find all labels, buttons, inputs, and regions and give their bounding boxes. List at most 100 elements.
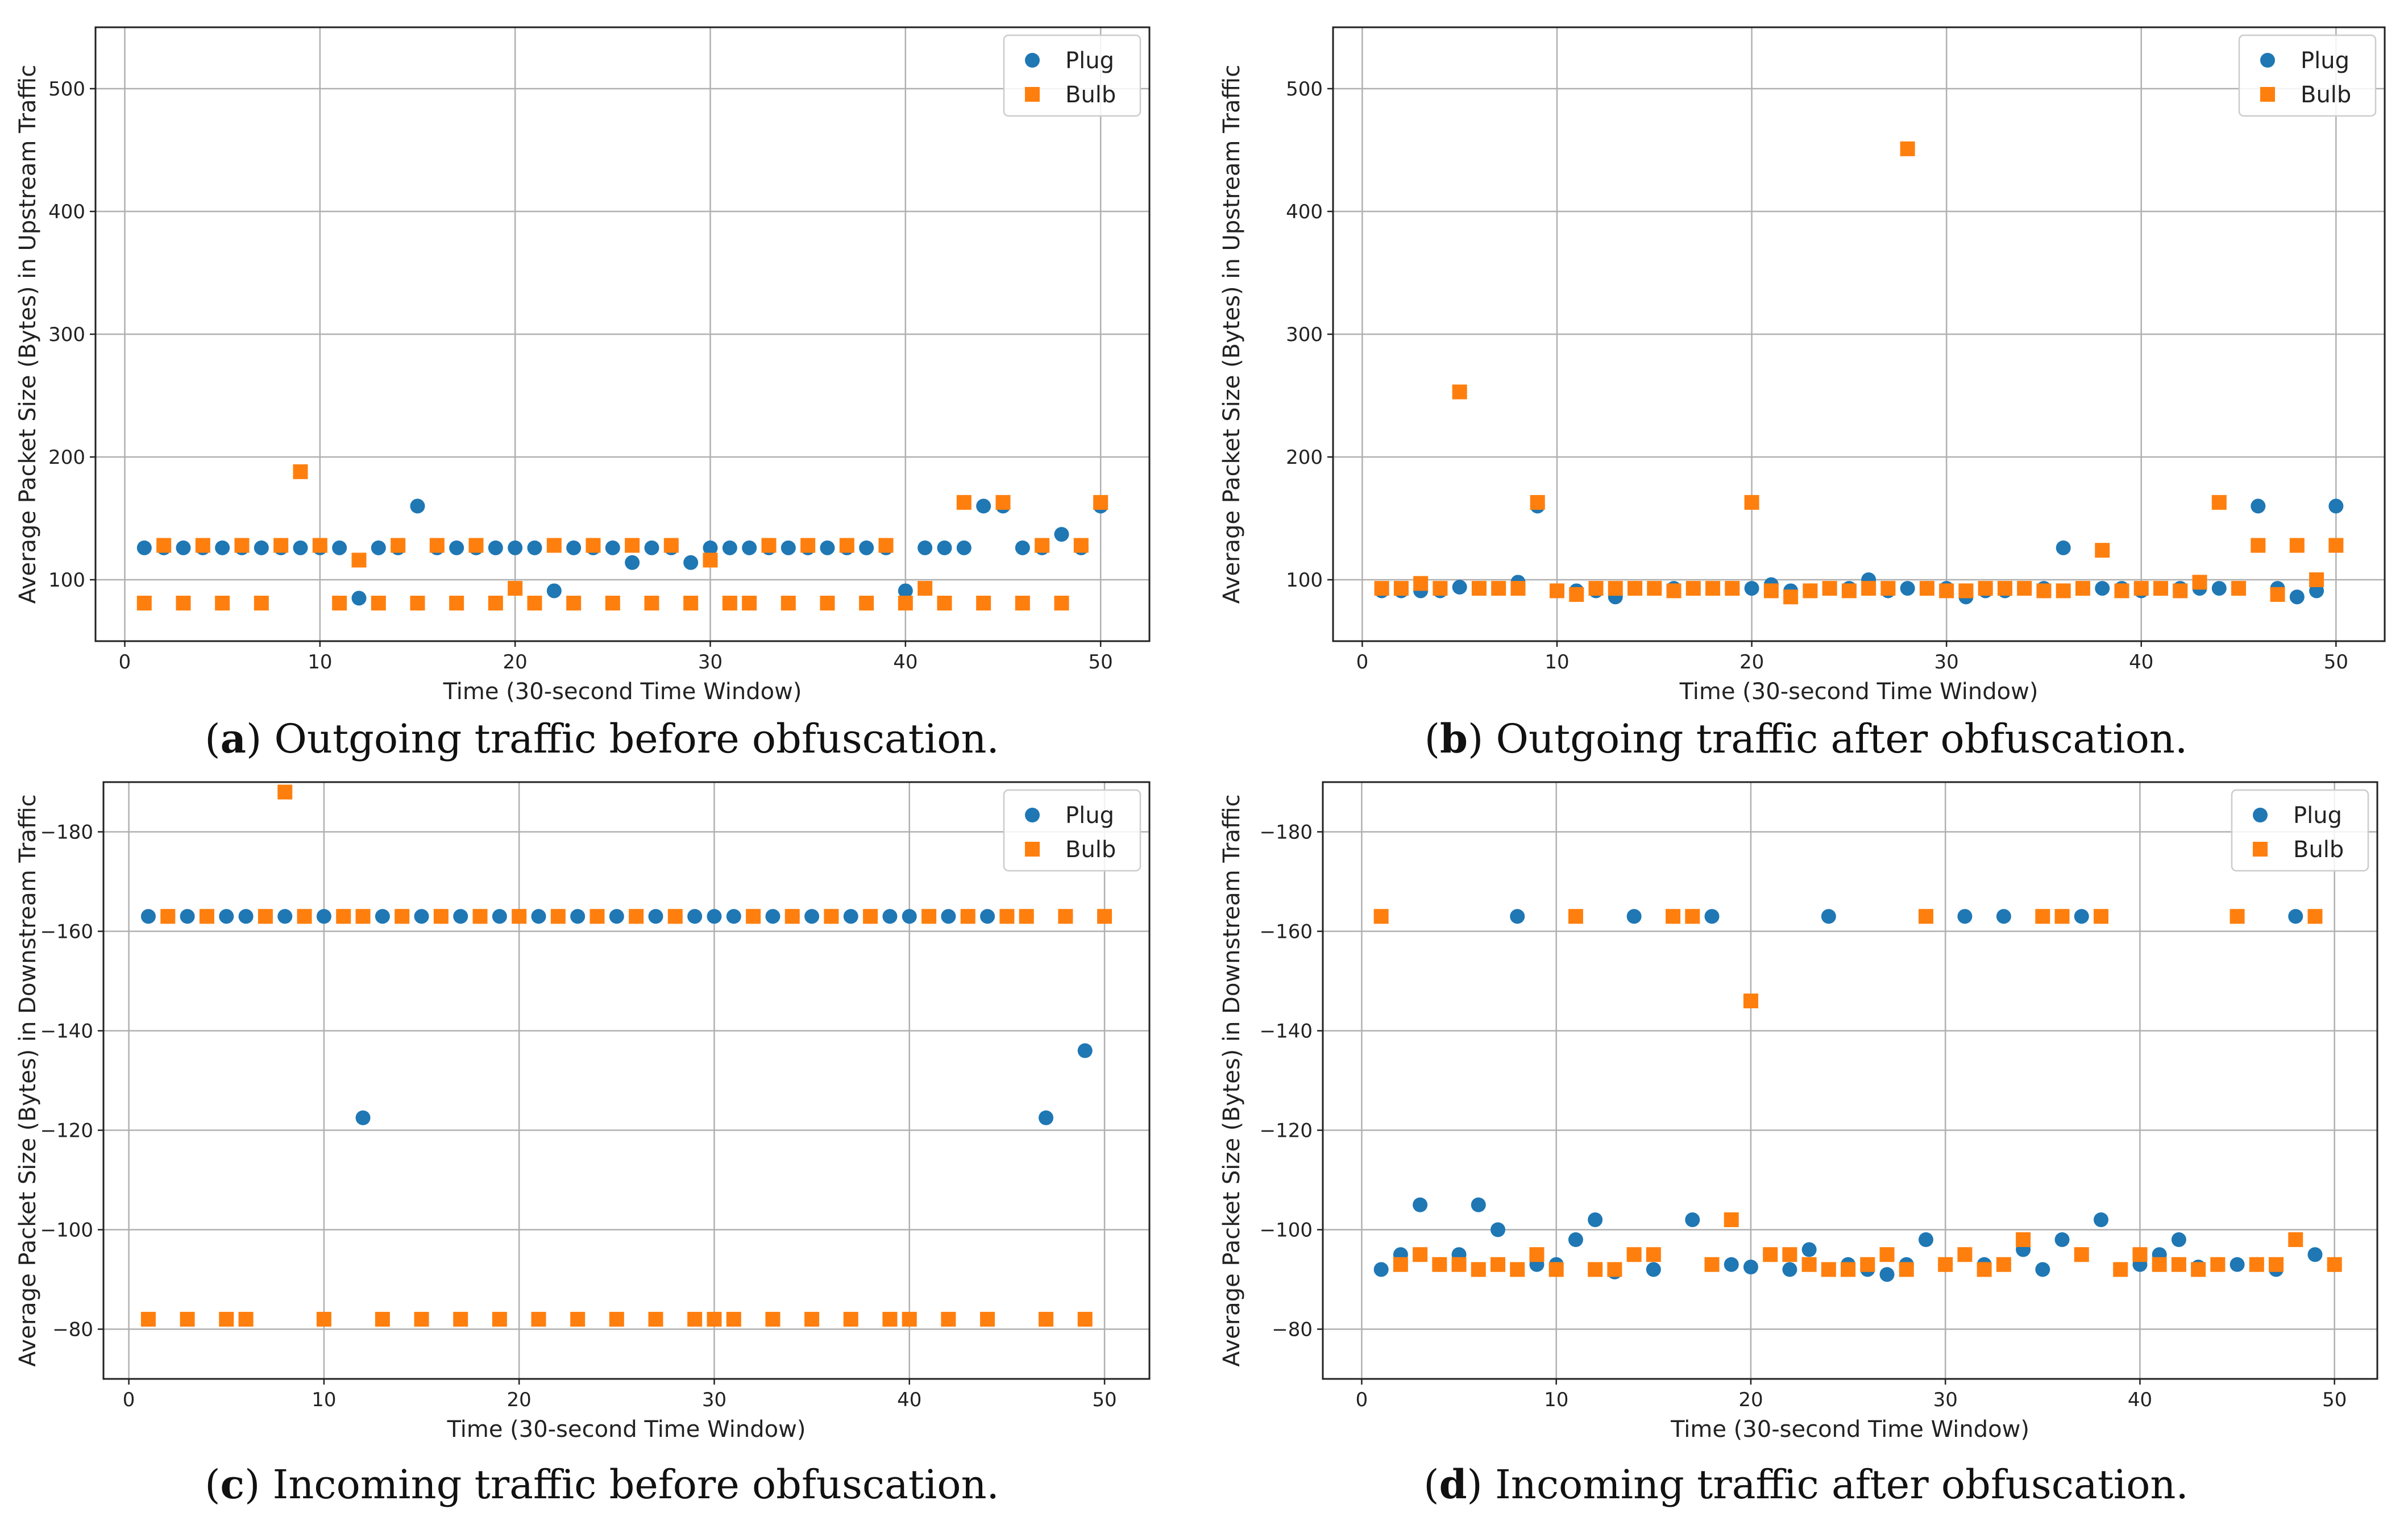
plug-point [1077, 1043, 1093, 1058]
bulb-point [1491, 1257, 1506, 1272]
bulb-point [492, 1312, 507, 1327]
bulb-point [1374, 581, 1389, 596]
bulb-point [508, 581, 523, 596]
plug-point [859, 540, 874, 555]
plug-point [2288, 909, 2303, 924]
bulb-point [391, 538, 406, 553]
bulb-point [180, 1312, 195, 1327]
x-tick-label: 10 [1544, 1389, 1568, 1411]
plug-point [180, 909, 195, 924]
bulb-point [1743, 994, 1758, 1008]
bulb-point [976, 596, 991, 611]
bulb-point [1628, 581, 1643, 596]
legend: Plug Bulb [2231, 789, 2369, 872]
plug-point [609, 909, 624, 924]
bulb-point [1530, 494, 1545, 510]
bulb-point [999, 909, 1015, 924]
bulb-point [1373, 909, 1389, 924]
bulb-point [1685, 581, 1701, 596]
bulb-point [800, 538, 816, 553]
plug-point [687, 909, 703, 924]
bulb-point [2132, 1247, 2148, 1262]
legend-label: Bulb [1065, 837, 1116, 863]
bulb-point [1093, 494, 1108, 510]
plug-point [703, 540, 718, 555]
bulb-point [765, 1312, 780, 1327]
bulb-point [2192, 575, 2207, 590]
plot-frame [1322, 781, 2378, 1380]
bulb-point [956, 494, 971, 510]
bulb-point [1608, 581, 1623, 596]
plug-point [843, 909, 858, 924]
plug-point [648, 909, 663, 924]
plug-point [277, 909, 293, 924]
bulb-point [843, 1312, 858, 1327]
y-axis-label: Average Packet Size (Bytes) in Downstrea… [15, 794, 41, 1366]
bulb-point [273, 538, 289, 553]
bulb-point [472, 909, 488, 924]
bulb-point [1035, 538, 1050, 553]
x-tick-label: 20 [1738, 1389, 1763, 1411]
bulb-point [648, 1312, 663, 1327]
legend-plug-marker [1025, 808, 1040, 822]
bulb-point [566, 596, 582, 611]
bulb-point [1879, 1247, 1895, 1262]
x-axis-label: Time (30-second Time Window) [443, 679, 802, 705]
plug-point [780, 540, 796, 555]
bulb-point [1996, 1257, 2011, 1272]
bulb-point [215, 596, 230, 611]
bulb-point [1763, 583, 1779, 599]
bulb-point [258, 909, 273, 924]
x-tick-label: 30 [1933, 1389, 1958, 1411]
ticks: 0 10 20 30 40 50 100 200 300 400 500 [1286, 78, 2348, 674]
x-tick-label: 20 [503, 651, 528, 674]
bulb-point [1782, 1247, 1797, 1262]
x-axis-label: Time (30-second Time Window) [1679, 679, 2039, 705]
bulb-point [527, 596, 542, 611]
y-tick-label: 300 [48, 323, 85, 346]
legend-label: Bulb [1065, 82, 1116, 108]
x-tick-label: 30 [698, 651, 723, 674]
x-tick-label: 0 [123, 1389, 135, 1411]
y-tick-label: 400 [1286, 201, 1323, 223]
plug-point [980, 909, 995, 924]
bulb-point [1097, 909, 1112, 924]
bulb-point [1607, 1262, 1622, 1277]
plug-point [683, 555, 699, 570]
y-tick-label: 300 [1286, 323, 1323, 346]
legend: Plug Bulb [1003, 34, 1141, 117]
plug-point [765, 909, 780, 924]
grid [1333, 27, 2385, 641]
caption-c: (c) Incoming traffic before obfuscation. [205, 1461, 999, 1508]
plug-point [410, 498, 425, 514]
y-tick-label: 200 [1286, 446, 1323, 469]
plug-point [1588, 1212, 1603, 1227]
y-tick-label: −140 [40, 1020, 93, 1043]
bulb-point [1588, 1262, 1603, 1277]
bulb-point [316, 1312, 331, 1327]
ticks: 0 10 20 30 40 50 100 200 300 400 500 [48, 78, 1113, 674]
plug-point [2230, 1257, 2245, 1272]
x-tick-label: 40 [893, 651, 917, 674]
plug-point [453, 909, 468, 924]
x-tick-label: 0 [1356, 651, 1369, 674]
bulb-point [140, 1312, 156, 1327]
plug-point [176, 540, 191, 555]
bulb-point [625, 538, 640, 553]
caption-b: (b) Outgoing traffic after obfuscation. [1424, 715, 2188, 762]
plug-point [215, 540, 230, 555]
plug-point [707, 909, 722, 924]
bulb-point [683, 596, 699, 611]
plot-frame [1332, 26, 2386, 642]
y-axis-label: Average Packet Size (Bytes) in Upstream … [1219, 65, 1245, 604]
legend-label: Bulb [2293, 837, 2344, 863]
plug-point [2328, 498, 2344, 514]
plug-point [238, 909, 254, 924]
bulb-point [1510, 581, 1526, 596]
chart-d-svg: 0 10 20 30 40 50 −80 −100 −120 −140 −160 −180 Time (… [1219, 781, 2378, 1443]
bulb-point [780, 596, 796, 611]
caption-text: ) Incoming traffic before obfuscation. [244, 1461, 999, 1508]
x-axis-label: Time (30-second Time Window) [447, 1416, 806, 1443]
legend-bulb-marker [1025, 87, 1040, 102]
